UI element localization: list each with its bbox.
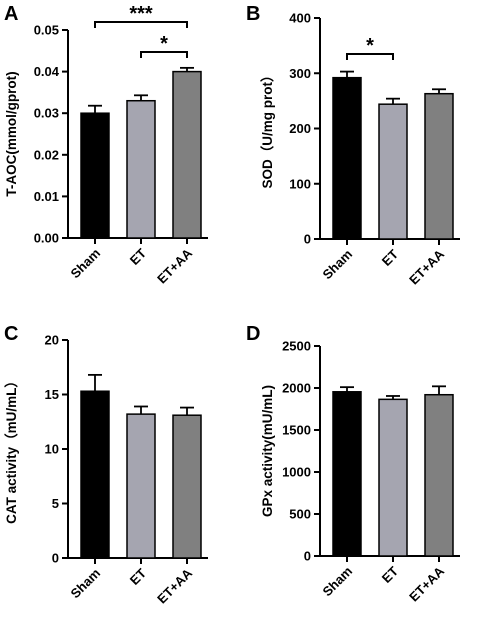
bar-et-aa: [172, 414, 202, 559]
bar-sham: [80, 390, 110, 559]
panel-letter: D: [246, 323, 260, 345]
chart-panel-b: B SOD（U/mg prot） 0 100 200 300 400 Sham ET ET+AA *: [246, 3, 460, 288]
significance-label: *: [366, 35, 374, 57]
x-tick-label: Sham: [319, 247, 355, 283]
significance-bracket: [346, 53, 394, 60]
bar-et: [378, 103, 408, 240]
y-tick-label: 5: [52, 496, 59, 511]
panel-letter: B: [246, 3, 260, 25]
bar-et: [126, 99, 156, 239]
y-tick-label: 0.03: [34, 106, 59, 121]
y-tick-label: 0.04: [34, 64, 60, 79]
y-tick-label: 0: [304, 232, 311, 247]
bar-et: [378, 398, 408, 557]
y-tick-label: 200: [289, 121, 311, 136]
x-tick-label: ET: [127, 565, 149, 587]
y-tick-label: 20: [45, 333, 59, 348]
y-tick-label: 500: [289, 507, 311, 522]
chart-panel-a: A T-AOC(mmol/gprot) 0.00 0.01 0.02 0.03 0.04 0.…: [4, 3, 208, 287]
bar-et-aa: [424, 393, 454, 557]
y-tick-label: 10: [45, 442, 59, 457]
y-tick-label: 15: [45, 387, 59, 402]
y-tick-label: 2000: [282, 381, 311, 396]
y-axis-title: T-AOC(mmol/gprot): [4, 71, 19, 196]
x-tick-label: ET: [127, 245, 149, 267]
x-tick-label: ET+AA: [406, 246, 447, 287]
panel-letter: C: [4, 323, 18, 345]
y-tick-label: 100: [289, 176, 311, 191]
x-tick-label: Sham: [319, 564, 355, 600]
x-tick-label: ET+AA: [154, 565, 195, 606]
y-tick-label: 0: [304, 549, 311, 564]
y-tick-label: 1500: [282, 423, 311, 438]
y-tick-label: 0.01: [34, 189, 59, 204]
y-tick-label: 0.05: [34, 23, 59, 38]
bar-et: [126, 413, 156, 559]
y-tick-label: 0.02: [34, 147, 59, 162]
y-axis-title: GPx activity(mU/mL): [260, 385, 275, 517]
chart-panel-c: C CAT activity（mU/mL） 0 5 10 15 20 Sham ET ET+AA: [4, 323, 208, 607]
bar-sham: [332, 76, 362, 240]
x-tick-label: Sham: [67, 246, 103, 282]
y-tick-label: 2500: [282, 339, 311, 354]
y-tick-label: 0: [52, 551, 59, 566]
x-tick-label: ET+AA: [154, 245, 195, 286]
y-axis-title: CAT activity（mU/mL）: [4, 374, 19, 524]
significance-bracket: [140, 51, 188, 58]
bar-et-aa: [424, 92, 454, 240]
x-tick-label: ET: [379, 563, 401, 585]
bar-sham: [332, 391, 362, 557]
y-axis-title: SOD（U/mg prot）: [260, 69, 275, 189]
x-tick-label: ET+AA: [406, 563, 447, 604]
bar-et-aa: [172, 70, 202, 239]
y-tick-label: 300: [289, 66, 311, 81]
bar-sham: [80, 112, 110, 239]
y-tick-label: 1000: [282, 465, 311, 480]
significance-bracket: [94, 21, 188, 28]
chart-panel-d: D GPx activity(mU/mL) 0 500 1000 1500 2000 2500…: [246, 323, 460, 605]
y-tick-label: 400: [289, 11, 311, 26]
x-tick-label: ET: [379, 246, 401, 268]
x-tick-label: Sham: [67, 566, 103, 602]
y-tick-label: 0.00: [34, 231, 59, 246]
panel-letter: A: [4, 3, 18, 25]
significance-label: ***: [129, 3, 153, 25]
significance-label: *: [160, 33, 168, 55]
